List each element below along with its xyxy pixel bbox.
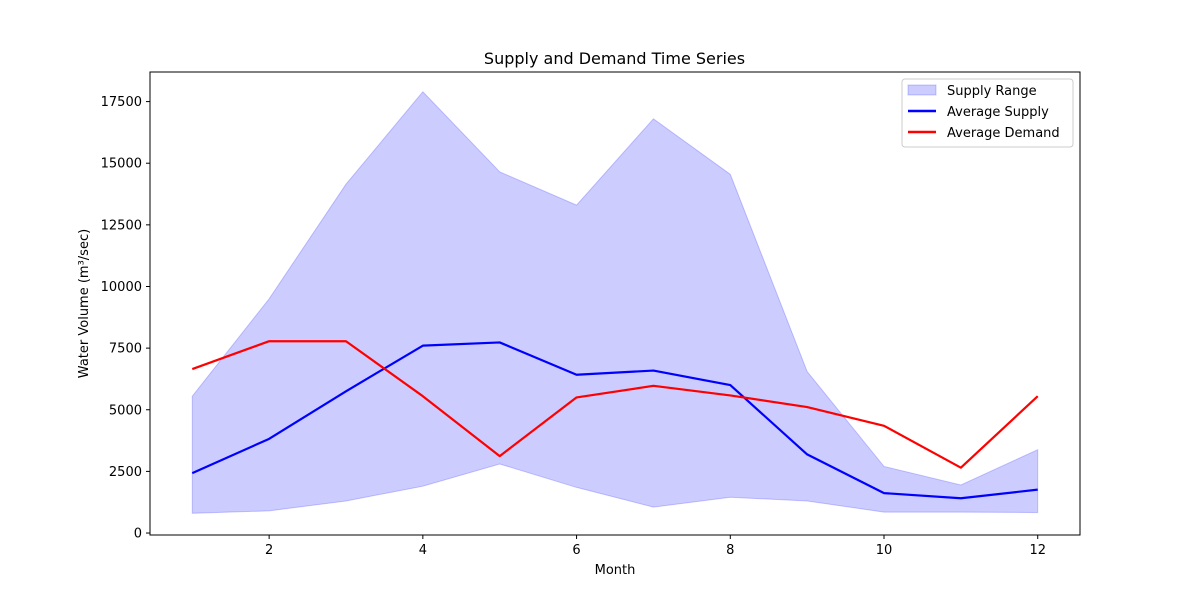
legend-box [901, 78, 1074, 148]
y-tick-label: 10000 [101, 280, 142, 295]
y-tick-label: 2500 [109, 465, 142, 480]
legend-swatch-supply-range [907, 84, 937, 96]
x-tick-label: 2 [265, 543, 273, 558]
y-axis-label: Water Volume (m³/sec) [77, 229, 92, 378]
x-tick-label: 4 [419, 543, 427, 558]
plot-area [191, 90, 1039, 514]
x-tick-label: 10 [876, 543, 893, 558]
x-axis-label: Month [595, 563, 636, 578]
y-tick-label: 15000 [101, 157, 142, 172]
series-line-average-supply [191, 341, 1038, 500]
x-tick-label: 12 [1029, 543, 1046, 558]
legend: Supply Range Average Supply Average Dema… [901, 78, 1074, 148]
y-tick-label: 5000 [109, 403, 142, 418]
x-tick-label: 6 [572, 543, 580, 558]
chart-title: Supply and Demand Time Series [484, 49, 745, 68]
plot-frame [149, 71, 1081, 536]
legend-label-average-demand: Average Demand [947, 126, 1060, 141]
y-tick-label: 17500 [101, 95, 142, 110]
y-tick-label: 7500 [109, 342, 142, 357]
supply-range-band [191, 90, 1039, 514]
y-tick-label: 12500 [101, 218, 142, 233]
y-axis: 0 2500 5000 7500 10000 12500 15000 17500 [101, 95, 150, 542]
legend-label-supply-range: Supply Range [947, 84, 1037, 99]
x-axis: 2 4 6 8 10 12 [265, 535, 1046, 558]
legend-label-average-supply: Average Supply [947, 105, 1049, 120]
x-tick-label: 8 [726, 543, 734, 558]
y-tick-label: 0 [134, 527, 142, 542]
series-line-average-demand [191, 340, 1039, 469]
